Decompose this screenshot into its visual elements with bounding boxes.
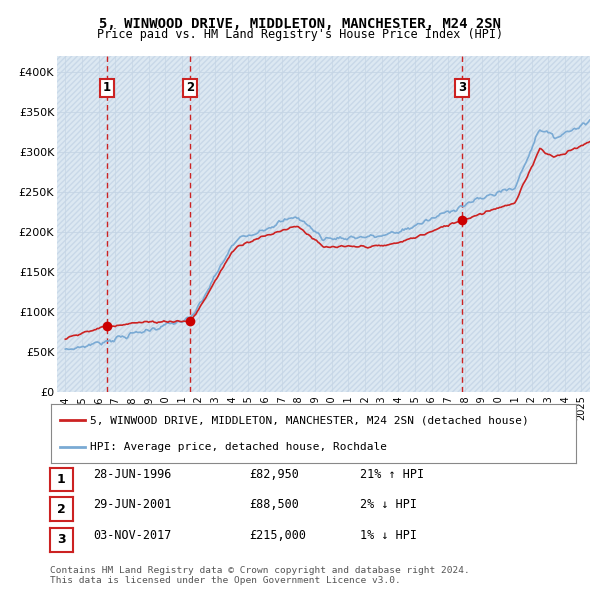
Text: 2: 2 (186, 81, 194, 94)
Text: 1: 1 (103, 81, 111, 94)
Text: 29-JUN-2001: 29-JUN-2001 (93, 498, 172, 511)
Text: £215,000: £215,000 (249, 529, 306, 542)
Text: HPI: Average price, detached house, Rochdale: HPI: Average price, detached house, Roch… (91, 442, 388, 452)
Text: 3: 3 (458, 81, 466, 94)
Text: 3: 3 (57, 533, 65, 546)
Text: £88,500: £88,500 (249, 498, 299, 511)
Text: 28-JUN-1996: 28-JUN-1996 (93, 468, 172, 481)
Text: 03-NOV-2017: 03-NOV-2017 (93, 529, 172, 542)
Text: 2% ↓ HPI: 2% ↓ HPI (360, 498, 417, 511)
Text: 5, WINWOOD DRIVE, MIDDLETON, MANCHESTER, M24 2SN: 5, WINWOOD DRIVE, MIDDLETON, MANCHESTER,… (99, 17, 501, 31)
Text: 5, WINWOOD DRIVE, MIDDLETON, MANCHESTER, M24 2SN (detached house): 5, WINWOOD DRIVE, MIDDLETON, MANCHESTER,… (91, 415, 529, 425)
Text: 2: 2 (57, 503, 65, 516)
Text: 21% ↑ HPI: 21% ↑ HPI (360, 468, 424, 481)
Text: 1% ↓ HPI: 1% ↓ HPI (360, 529, 417, 542)
Text: 1: 1 (57, 473, 65, 486)
Text: Contains HM Land Registry data © Crown copyright and database right 2024.
This d: Contains HM Land Registry data © Crown c… (50, 566, 470, 585)
Text: Price paid vs. HM Land Registry's House Price Index (HPI): Price paid vs. HM Land Registry's House … (97, 28, 503, 41)
Text: £82,950: £82,950 (249, 468, 299, 481)
